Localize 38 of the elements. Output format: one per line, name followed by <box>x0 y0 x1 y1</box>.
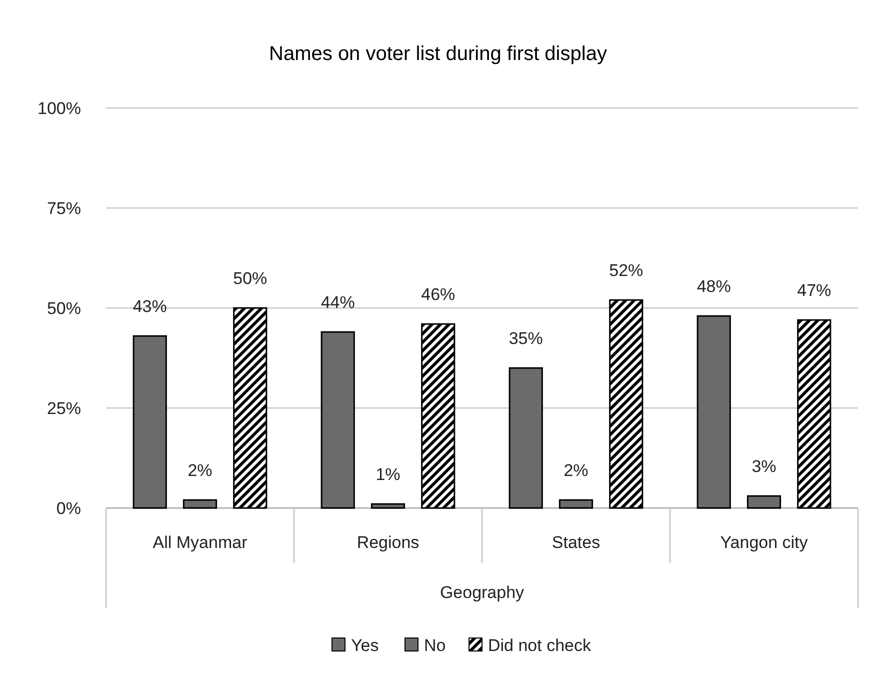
y-tick-label: 25% <box>46 399 81 418</box>
legend-label: No <box>424 636 446 655</box>
bar <box>320 331 355 509</box>
data-label: 2% <box>564 461 588 480</box>
bar <box>609 299 644 509</box>
data-label: 47% <box>797 281 832 300</box>
bar <box>508 367 543 509</box>
chart-title: Names on voter list during first display <box>269 43 607 65</box>
bar <box>182 499 218 509</box>
data-label: 44% <box>320 293 355 312</box>
bar <box>370 503 406 509</box>
data-label: 46% <box>421 285 456 304</box>
y-tick-label: 100% <box>38 99 81 118</box>
data-label: 52% <box>609 261 644 280</box>
x-axis-title: Geography <box>440 583 525 602</box>
y-tick-label: 0% <box>56 499 81 518</box>
bar <box>558 499 594 509</box>
bar <box>746 495 782 509</box>
data-label: 2% <box>188 461 212 480</box>
data-label: 43% <box>132 297 167 316</box>
x-tick-label: All Myanmar <box>152 533 248 552</box>
data-label: 35% <box>508 329 543 348</box>
x-tick-label: Regions <box>356 533 420 552</box>
x-tick-label: States <box>552 533 600 552</box>
bar <box>797 319 832 509</box>
bar <box>233 307 268 509</box>
data-label: 48% <box>696 277 731 296</box>
bar <box>132 335 167 509</box>
y-tick-label: 50% <box>46 299 81 318</box>
legend-label: Did not check <box>488 636 592 655</box>
y-tick-label: 75% <box>46 199 81 218</box>
data-label: 50% <box>233 269 268 288</box>
data-label: 1% <box>376 465 400 484</box>
bar <box>421 323 456 509</box>
x-tick-label: Yangon city <box>720 533 808 552</box>
bar <box>696 315 731 509</box>
legend-label: Yes <box>351 636 379 655</box>
data-label: 3% <box>752 457 776 476</box>
